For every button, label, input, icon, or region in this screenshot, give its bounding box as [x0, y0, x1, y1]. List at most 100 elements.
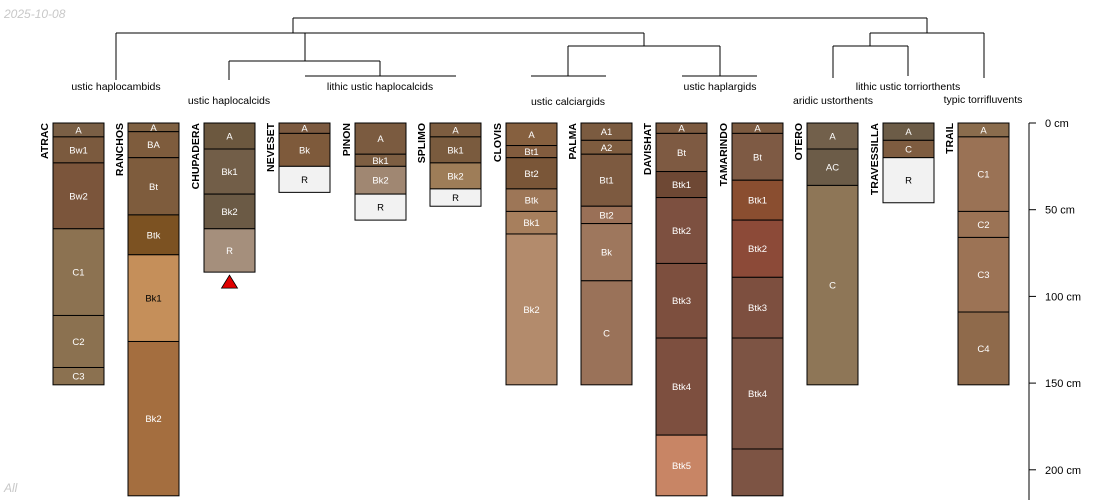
horizon: [429, 188, 482, 207]
horizon-label: Bk: [299, 145, 310, 156]
horizon-label: A: [980, 125, 987, 136]
horizon-label: A: [905, 127, 912, 138]
horizon-label: A: [754, 124, 761, 135]
horizon: [278, 132, 331, 167]
horizon: [731, 179, 784, 221]
profile-ranchos: A BA Bt Btk Bk1 Bk2 RANCHOS: [114, 122, 180, 497]
horizon-label: Bk2: [372, 176, 388, 187]
horizon-label: Bk1: [523, 218, 539, 229]
horizon-label: A2: [601, 143, 613, 154]
horizon: [580, 153, 633, 207]
horizon-label: Bk1: [145, 294, 161, 305]
profile-palma: A1 A2 Bt1 Bt2 Bk C PALMA: [567, 122, 633, 386]
horizon: [806, 184, 859, 386]
horizon-label: A: [829, 132, 836, 143]
horizon: [52, 136, 105, 164]
horizon-label: Bt: [149, 182, 158, 193]
horizon-label: A: [75, 125, 82, 136]
horizon: [731, 337, 784, 450]
group-label: aridic ustorthents: [793, 95, 873, 107]
horizon: [731, 219, 784, 278]
axis-tick-label: 150 cm: [1045, 378, 1081, 390]
horizon-label: R: [905, 176, 912, 187]
horizon: [203, 148, 256, 195]
horizon-label: C3: [72, 372, 84, 383]
horizon-label: Btk5: [672, 461, 691, 472]
horizon-label: Btk3: [672, 296, 691, 307]
horizon-label: Bk1: [372, 156, 388, 167]
horizon: [731, 276, 784, 339]
horizon-label: Bk2: [447, 171, 463, 182]
horizon: [127, 214, 180, 256]
horizon: [203, 193, 256, 230]
horizon-label: A: [377, 134, 384, 145]
profile-atrac: A Bw1 Bw2 C1 C2 C3 ATRAC: [39, 122, 105, 386]
profile-pinon: A Bk1 Bk2 R PINON: [341, 122, 407, 221]
horizon: [731, 132, 784, 181]
profile-name: ATRAC: [39, 123, 51, 159]
horizon-label: Btk4: [672, 382, 691, 393]
horizon-label: Bk1: [221, 167, 237, 178]
horizon: [731, 448, 784, 497]
horizon: [127, 157, 180, 216]
date-stamp: 2025-10-08: [4, 7, 66, 21]
horizon-label: C2: [72, 337, 84, 348]
horizon-label: R: [452, 193, 459, 204]
horizon-label: R: [226, 246, 233, 257]
horizon-label: C: [905, 145, 912, 156]
horizon: [203, 228, 256, 273]
horizon-label: Btk2: [672, 226, 691, 237]
profile-name: RANCHOS: [114, 123, 126, 176]
horizon-label: Bk2: [523, 305, 539, 316]
horizon-label: Btk2: [748, 244, 767, 255]
horizon: [957, 311, 1010, 386]
profile-name: DAVISHAT: [642, 122, 654, 175]
profile-clovis: A Bt1 Bt2 Btk Bk1 Bk2 CLOVIS: [492, 122, 558, 386]
horizon: [127, 340, 180, 497]
profile-name: OTERO: [793, 123, 805, 160]
horizon: [580, 223, 633, 282]
horizon: [957, 136, 1010, 212]
profile-davishat: A Bt Btk1 Btk2 Btk3 Btk4 Btk5 DAVISHAT: [642, 122, 708, 497]
warning-triangle-icon: [220, 274, 239, 289]
horizon-label: BA: [147, 140, 160, 151]
profile-chupadera: A Bk1 Bk2 R CHUPADERA: [190, 122, 256, 273]
horizon-label: Bt1: [524, 147, 538, 158]
horizon-label: Bt: [677, 148, 686, 159]
corner-label: All: [4, 481, 18, 495]
horizon-label: Bt: [753, 152, 762, 163]
profile-travessilla: AC R TRAVESSILLA: [869, 122, 935, 204]
horizon: [655, 262, 708, 339]
horizon-label: Bk2: [221, 207, 237, 218]
horizon-label: C3: [977, 270, 989, 281]
horizon-label: C1: [977, 170, 989, 181]
dendrogram: [115, 17, 985, 80]
horizon-label: Btk1: [748, 196, 767, 207]
axis-tick-label: 100 cm: [1045, 291, 1081, 303]
horizon: [429, 162, 482, 190]
horizon-label: Bw2: [69, 191, 87, 202]
profile-name: PALMA: [567, 123, 579, 160]
horizon-label: Bt2: [524, 169, 538, 180]
axis-tick-label: 200 cm: [1045, 465, 1081, 477]
horizon: [655, 197, 708, 264]
horizon-label: Btk1: [672, 180, 691, 191]
horizon: [806, 122, 859, 150]
group-label: ustic haplocambids: [71, 81, 160, 93]
horizon: [655, 171, 708, 199]
horizon-label: A: [301, 124, 308, 135]
horizon: [429, 136, 482, 164]
axis-tick-label: 50 cm: [1045, 205, 1075, 217]
horizon-label: A: [150, 123, 157, 134]
horizon-label: C: [829, 281, 836, 292]
horizon-label: A: [528, 130, 535, 141]
axis-tick-label: 0 cm: [1045, 118, 1069, 130]
horizon: [655, 132, 708, 173]
horizon-label: AC: [826, 163, 839, 174]
profile-name: TRAIL: [944, 122, 956, 153]
horizon: [52, 228, 105, 316]
horizon-label: Btk3: [748, 303, 767, 314]
horizon-label: C: [603, 328, 610, 339]
horizon-label: C4: [977, 344, 989, 355]
